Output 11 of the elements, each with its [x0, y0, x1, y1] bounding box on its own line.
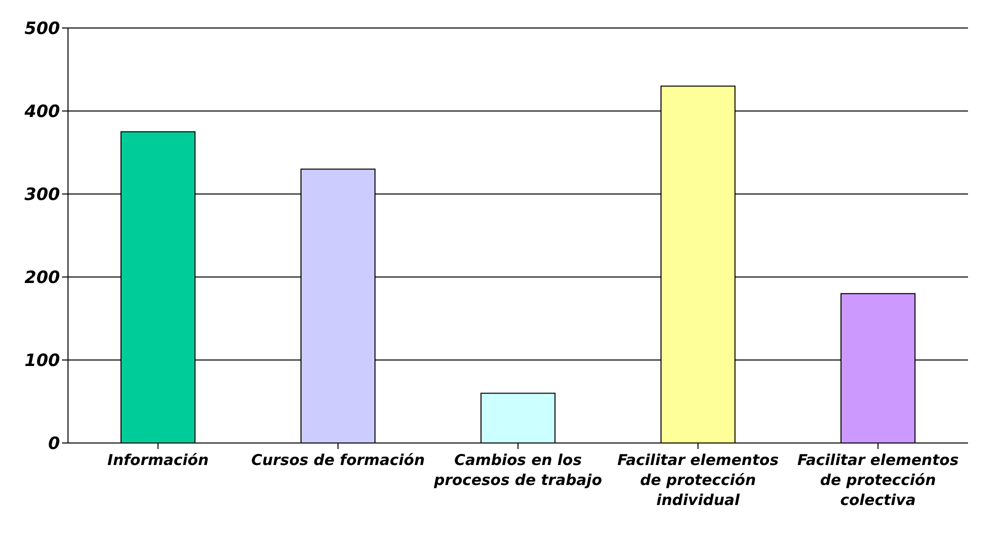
y-tick-label: 0: [48, 434, 60, 454]
y-tick-label: 500: [24, 19, 60, 40]
x-tick-label: Información: [107, 451, 209, 469]
x-tick-label: Facilitar elementos de protección colectiva: [797, 451, 959, 509]
x-tick-label: Cursos de formación: [251, 451, 425, 469]
y-tick-label: 300: [24, 185, 60, 206]
y-tick-label: 200: [24, 268, 60, 288]
y-tick-label: 100: [24, 351, 60, 372]
y-tick-label: 400: [24, 102, 60, 122]
x-tick-label: Cambios en los procesos de trabajo: [432, 451, 602, 489]
x-tick-label: Facilitar elementos de protección individual: [617, 451, 779, 509]
